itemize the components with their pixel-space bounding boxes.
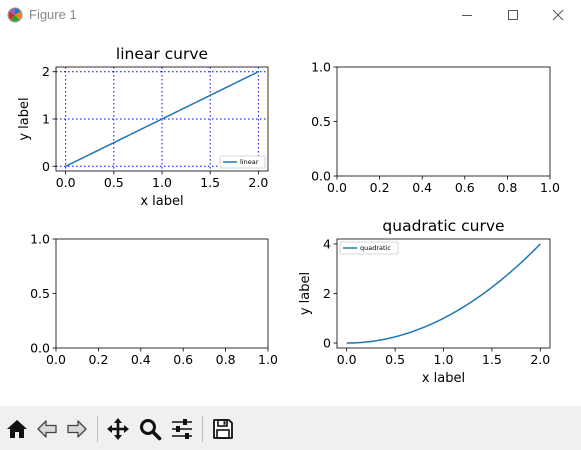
home-icon [7, 420, 27, 438]
subplot-top-left: 0.0 0.5 1.0 1.5 2.0 0 1 2 linear curve x label y l… [17, 45, 269, 209]
close-icon [552, 9, 564, 21]
y-tick-label: 4 [323, 236, 331, 251]
axes-frame [336, 238, 551, 349]
minimize-icon [462, 15, 472, 16]
y-tick-label: 0.5 [30, 286, 50, 301]
x-tick-label: 2.0 [248, 175, 268, 190]
x-tick-label: 0.8 [216, 352, 236, 367]
series-line-linear [65, 71, 259, 167]
subplot-title: quadratic curve [382, 217, 504, 235]
y-tick-label: 0.0 [311, 169, 331, 184]
home-button[interactable] [3, 415, 31, 443]
maximize-icon [508, 10, 518, 20]
close-button[interactable] [535, 0, 581, 30]
x-tick-label: 1.5 [482, 352, 502, 367]
floppy-disk-icon [213, 419, 233, 439]
x-tick-label: 0.4 [131, 352, 151, 367]
axes-frame [55, 238, 269, 349]
x-tick-label: 0.5 [104, 175, 124, 190]
sliders-icon [172, 419, 192, 439]
toolbar-separator [202, 416, 203, 442]
y-tick-label: 0.5 [311, 114, 331, 129]
y-tick-label: 0 [42, 159, 50, 174]
subplot-bottom-right: 0.0 0.5 1.0 1.5 2.0 0 2 4 quadratic curve x label… [298, 217, 551, 386]
y-tick-label: 0 [323, 336, 331, 351]
y-axis-label: y label [17, 97, 32, 140]
x-tick-label: 1.0 [152, 175, 172, 190]
window-titlebar: Figure 1 [0, 0, 581, 30]
save-button[interactable] [209, 415, 237, 443]
x-tick-label: 0.0 [56, 175, 76, 190]
back-arrow-icon [37, 420, 57, 438]
navigation-toolbar [0, 406, 581, 450]
series-line-quadratic [346, 243, 541, 344]
x-tick-label: 2.0 [530, 352, 550, 367]
matplotlib-logo-icon [7, 7, 23, 23]
forward-button[interactable] [63, 415, 91, 443]
maximize-button[interactable] [490, 0, 536, 30]
y-tick-label: 0.0 [30, 341, 50, 356]
toolbar-separator [97, 416, 98, 442]
x-tick-label: 0.8 [497, 180, 517, 195]
back-button[interactable] [33, 415, 61, 443]
subplot-bottom-left: 0.0 0.2 0.4 0.6 0.8 1.0 0.0 0.5 1.0 [30, 232, 278, 368]
x-tick-label: 1.0 [258, 352, 278, 367]
figure-canvas[interactable]: 0.0 0.5 1.0 1.5 2.0 0 1 2 linear curve x label y l… [0, 30, 581, 406]
forward-arrow-icon [67, 420, 87, 438]
zoom-button[interactable] [136, 415, 164, 443]
y-tick-label: 2 [42, 64, 50, 79]
subplot-top-right: 0.0 0.2 0.4 0.6 0.8 1.0 0.0 0.5 1.0 [311, 60, 560, 196]
x-tick-label: 1.0 [540, 180, 560, 195]
x-tick-label: 0.0 [46, 352, 66, 367]
window-title: Figure 1 [29, 7, 77, 22]
legend-box [339, 241, 399, 255]
y-tick-label: 1.0 [311, 60, 331, 75]
magnifier-icon [140, 419, 162, 441]
y-tick-label: 1.0 [30, 232, 50, 247]
axes-frame [336, 66, 551, 177]
y-tick-label: 1 [42, 112, 50, 127]
x-tick-label: 0.0 [327, 180, 347, 195]
legend: linear [219, 155, 266, 169]
legend-box [219, 155, 266, 169]
x-tick-label: 0.6 [173, 352, 193, 367]
minimize-button[interactable] [444, 0, 490, 30]
move-icon [107, 418, 129, 440]
pan-button[interactable] [104, 415, 132, 443]
x-tick-label: 1.0 [434, 352, 454, 367]
x-tick-label: 0.0 [337, 352, 357, 367]
configure-subplots-button[interactable] [168, 415, 196, 443]
x-tick-label: 0.6 [455, 180, 475, 195]
x-tick-label: 0.5 [385, 352, 405, 367]
x-axis-label: x label [422, 371, 465, 386]
x-tick-label: 0.4 [412, 180, 432, 195]
y-axis-label: y label [298, 272, 313, 315]
y-tick-label: 2 [323, 286, 331, 301]
legend-entry: linear [240, 158, 259, 166]
subplot-title: linear curve [116, 45, 208, 63]
x-tick-label: 0.2 [370, 180, 390, 195]
x-axis-label: x label [140, 194, 183, 209]
legend-entry: quadratic [360, 244, 391, 252]
figure-svg: 0.0 0.5 1.0 1.5 2.0 0 1 2 linear curve x label y l… [17, 45, 560, 386]
legend: quadratic [339, 241, 399, 255]
x-tick-label: 1.5 [200, 175, 220, 190]
x-tick-label: 0.2 [88, 352, 108, 367]
